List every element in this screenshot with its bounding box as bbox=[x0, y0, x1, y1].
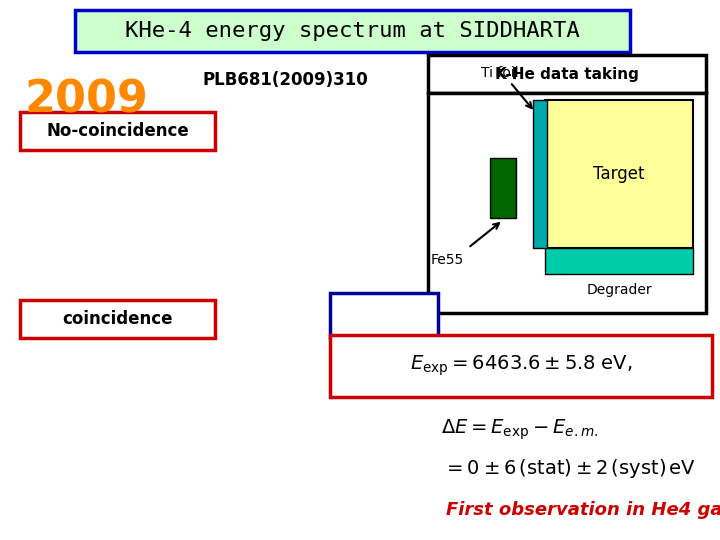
Bar bbox=[330, 293, 438, 338]
Text: Degrader: Degrader bbox=[586, 283, 652, 297]
Text: coincidence: coincidence bbox=[62, 310, 173, 328]
Text: $= 0 \pm 6\,(\mathrm{stat}) \pm 2\,(\mathrm{syst})\,\mathrm{eV}$: $= 0 \pm 6\,(\mathrm{stat}) \pm 2\,(\mat… bbox=[444, 456, 696, 480]
Bar bbox=[533, 100, 547, 248]
Text: $\Delta E = E_{\mathrm{exp}} - E_{e.m.}$: $\Delta E = E_{\mathrm{exp}} - E_{e.m.}$ bbox=[441, 418, 599, 442]
Text: $E_{\mathrm{exp}} = 6463.6 \pm 5.8 \ \mathrm{eV},$: $E_{\mathrm{exp}} = 6463.6 \pm 5.8 \ \ma… bbox=[410, 354, 632, 378]
Bar bbox=[20, 300, 215, 338]
Text: First observation in He4 gas: First observation in He4 gas bbox=[446, 501, 720, 519]
Bar bbox=[75, 10, 630, 52]
Text: Ti foil: Ti foil bbox=[481, 66, 519, 80]
Text: Fe55: Fe55 bbox=[431, 253, 464, 267]
Bar bbox=[545, 248, 693, 274]
Bar bbox=[428, 93, 706, 313]
Text: KHe-4 energy spectrum at SIDDHARTA: KHe-4 energy spectrum at SIDDHARTA bbox=[125, 21, 580, 41]
Text: Target: Target bbox=[593, 165, 644, 183]
Text: 2009: 2009 bbox=[25, 78, 149, 122]
Bar bbox=[490, 158, 516, 218]
Bar bbox=[545, 100, 693, 248]
Bar bbox=[428, 55, 706, 93]
Text: No-coincidence: No-coincidence bbox=[46, 122, 189, 140]
Text: PLB681(2009)310: PLB681(2009)310 bbox=[202, 71, 368, 89]
Text: K-He data taking: K-He data taking bbox=[495, 66, 639, 82]
Bar bbox=[20, 112, 215, 150]
Bar bbox=[330, 335, 712, 397]
